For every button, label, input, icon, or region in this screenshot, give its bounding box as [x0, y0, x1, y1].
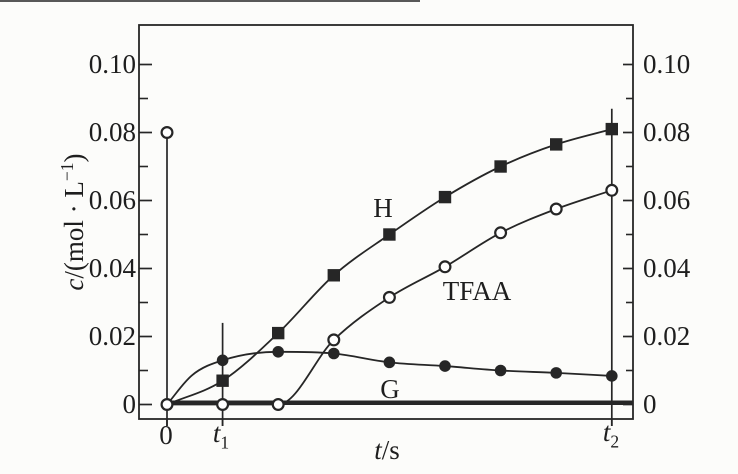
marker-dots	[439, 360, 451, 372]
marker-H	[327, 269, 340, 282]
series-dots-line	[166, 350, 612, 406]
x-tick-label-t2: t2	[602, 417, 620, 452]
marker-H	[272, 326, 285, 340]
y-tick-label-left-0.06: 0.06	[88, 185, 136, 215]
marker-dots	[216, 354, 229, 367]
marker-H	[605, 122, 618, 136]
initial-concentration-point	[160, 125, 174, 139]
y-tick-label-right-0.02: 0.02	[643, 321, 691, 351]
marker-dots	[328, 347, 340, 360]
y-tick-label-left-0.02: 0.02	[88, 321, 136, 351]
marker-H	[383, 228, 396, 241]
y-tick-label-right-0.10: 0.10	[643, 49, 691, 79]
y-tick-label-right-0: 0	[643, 389, 657, 419]
plot-frame	[138, 24, 634, 420]
marker-TFAA	[382, 290, 396, 304]
y-tick-label-right-0.08: 0.08	[643, 117, 691, 147]
curve-label-G: G	[380, 374, 400, 404]
marker-TFAA	[327, 333, 341, 347]
x-tick-label-zero: 0	[159, 420, 173, 450]
y-tick-label-right-0.06: 0.06	[643, 185, 691, 215]
marker-TFAA	[438, 260, 452, 274]
marker-TFAA	[549, 202, 563, 216]
y-tick-label-left-0.10: 0.10	[88, 49, 136, 79]
y-tick-label-left-0.04: 0.04	[88, 253, 136, 283]
marker-H	[438, 190, 452, 204]
marker-TFAA	[160, 398, 174, 412]
y-tick-label-left-0.08: 0.08	[88, 117, 136, 147]
marker-dots	[550, 367, 562, 379]
curve-label-H: H	[373, 193, 393, 223]
marker-dots	[494, 364, 507, 377]
marker-TFAA	[605, 183, 619, 197]
x-tick-label-t1: t1	[212, 418, 230, 453]
y-axis-title: c/(mol · L−1)	[57, 153, 89, 291]
scan-artifact-line	[0, 0, 420, 2]
x-axis-title: t/s	[374, 435, 400, 465]
marker-dots	[272, 346, 285, 358]
y-tick-label-right-0.04: 0.04	[643, 253, 691, 283]
marker-H	[550, 138, 563, 151]
marker-TFAA	[271, 398, 285, 412]
y-tick-label-left-0: 0	[122, 389, 137, 419]
marker-dots	[606, 370, 618, 382]
marker-dots	[383, 356, 396, 369]
marker-H	[494, 160, 507, 173]
marker-TFAA	[494, 226, 508, 240]
marker-TFAA	[216, 398, 230, 412]
marker-H	[216, 374, 229, 387]
curve-label-TFAA: TFAA	[442, 276, 512, 306]
